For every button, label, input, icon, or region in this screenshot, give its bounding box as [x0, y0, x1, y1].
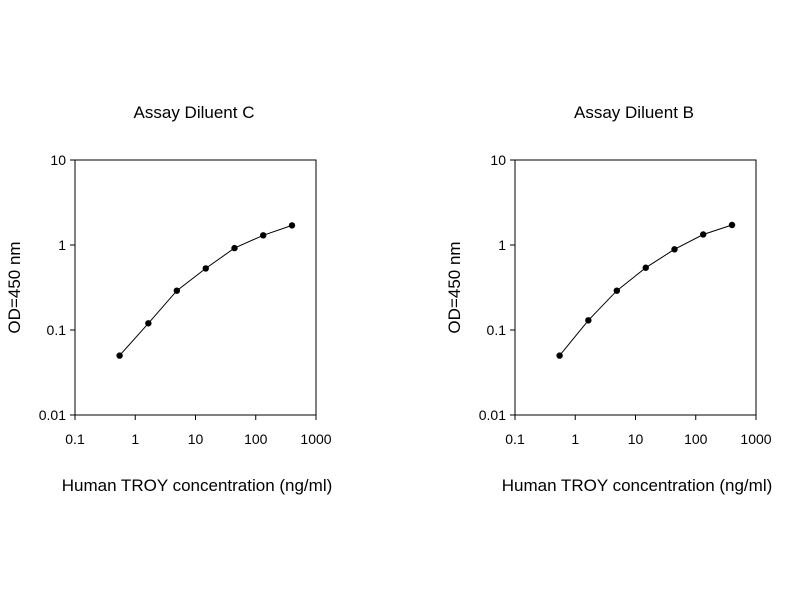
chart-title: Assay Diluent B [574, 103, 694, 122]
y-axis-label: OD=450 nm [5, 241, 24, 333]
data-point [260, 232, 267, 239]
x-tick-label: 10 [188, 431, 204, 447]
x-axis-label: Human TROY concentration (ng/ml) [62, 476, 333, 495]
x-tick-label: 100 [684, 431, 708, 447]
x-tick-label: 1 [571, 431, 579, 447]
x-tick-label: 1 [131, 431, 139, 447]
x-tick-label: 0.1 [65, 431, 85, 447]
x-tick-label: 0.1 [505, 431, 525, 447]
plot-frame [74, 159, 317, 416]
chart-assay-diluent-b: Assay Diluent B 0.01 0.1 1 10 0.1 1 10 100 1000 Hu… [445, 103, 772, 495]
x-axis-label: Human TROY concentration (ng/ml) [502, 476, 773, 495]
data-point [145, 320, 152, 327]
data-point [671, 246, 678, 253]
x-tick-label: 100 [244, 431, 268, 447]
chart-title: Assay Diluent C [134, 103, 255, 122]
series-line [559, 224, 733, 356]
data-point [231, 244, 238, 252]
y-tick-label: 1 [58, 237, 66, 253]
chart-assay-diluent-c: Assay Diluent C 0.01 0.1 1 10 0.1 1 10 100 1000 Hu… [5, 103, 332, 495]
y-tick-label: 1 [498, 237, 506, 253]
data-point [116, 352, 123, 359]
data-point [202, 265, 209, 272]
series-line [119, 224, 293, 356]
y-tick-label: 0.01 [479, 407, 506, 423]
x-tick-label: 1000 [740, 431, 771, 447]
plot-frame [514, 159, 757, 416]
x-tick-label: 1000 [300, 431, 331, 447]
data-point [613, 287, 621, 294]
x-tick-label: 10 [628, 431, 644, 447]
y-tick-label: 0.01 [39, 407, 66, 423]
data-point [728, 221, 736, 229]
y-tick-label: 10 [50, 152, 66, 168]
y-tick-label: 10 [490, 152, 506, 168]
data-point [585, 317, 592, 324]
y-axis-label: OD=450 nm [445, 241, 464, 333]
data-point [642, 264, 649, 271]
y-tick-label: 0.1 [487, 322, 507, 338]
data-point [288, 222, 296, 229]
data-point [700, 231, 707, 238]
data-point [556, 352, 563, 359]
y-tick-label: 0.1 [47, 322, 67, 338]
data-point [173, 287, 181, 294]
